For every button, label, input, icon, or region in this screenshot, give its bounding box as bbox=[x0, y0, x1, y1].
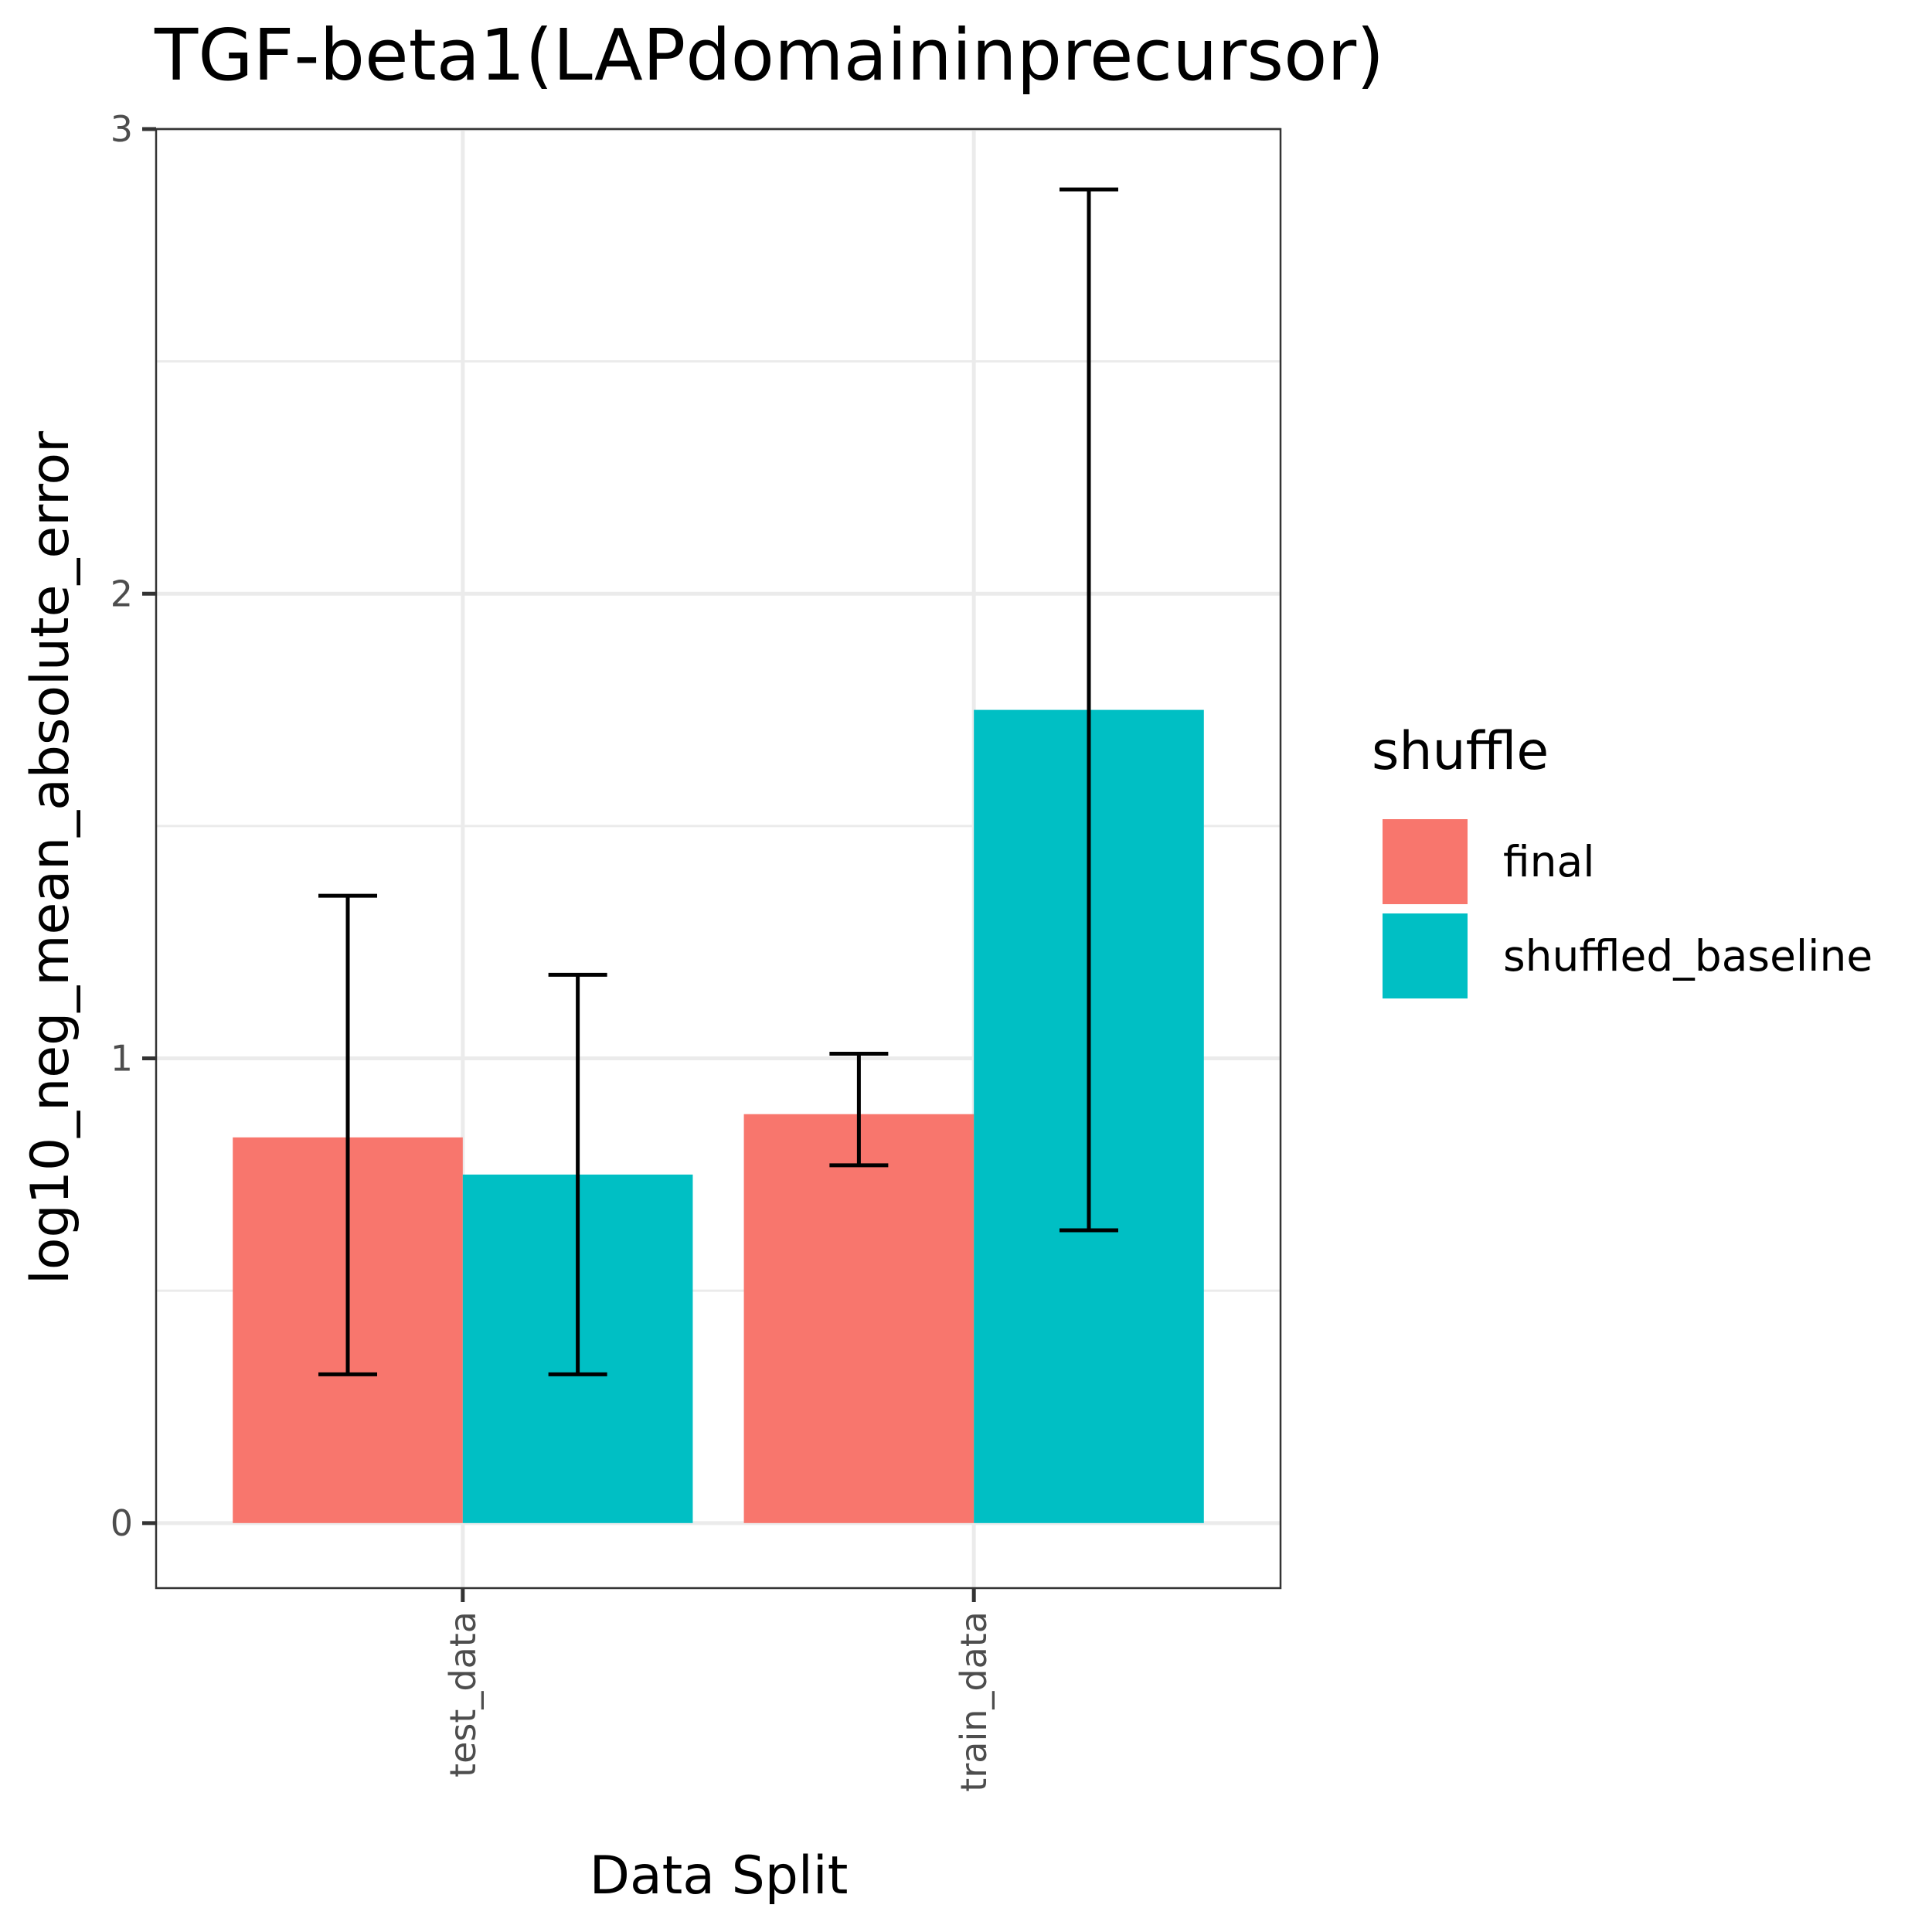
legend: shuffle final shuffled_baseline bbox=[1372, 721, 1872, 998]
legend-label-final: final bbox=[1503, 837, 1595, 886]
y-axis-title: log10_neg_mean_absolute_error bbox=[20, 431, 81, 1284]
y-tick-label: 1 bbox=[111, 1038, 133, 1080]
x-axis: test_data train_data bbox=[442, 1588, 995, 1792]
bar-final-train_data bbox=[743, 1114, 975, 1523]
bars-layer bbox=[233, 709, 1204, 1523]
y-axis: 0 1 2 3 bbox=[111, 108, 156, 1544]
panel-border bbox=[155, 128, 1282, 1590]
chart-title: TGF-beta1(LAPdomaininprecursor) bbox=[154, 14, 1384, 97]
y-tick-label: 3 bbox=[111, 108, 133, 150]
x-axis-title: Data Split bbox=[590, 1845, 849, 1906]
legend-swatch-final bbox=[1383, 819, 1468, 904]
legend-swatch-shuffled_baseline bbox=[1383, 913, 1468, 998]
legend-title: shuffle bbox=[1372, 721, 1549, 782]
x-tick-label: test_data bbox=[442, 1611, 484, 1777]
error-bars-layer bbox=[318, 187, 1118, 1376]
x-tick-label: train_data bbox=[953, 1611, 995, 1792]
legend-label-shuffled_baseline: shuffled_baseline bbox=[1503, 931, 1872, 981]
y-tick-label: 0 bbox=[111, 1502, 133, 1544]
y-tick-label: 2 bbox=[111, 573, 133, 614]
